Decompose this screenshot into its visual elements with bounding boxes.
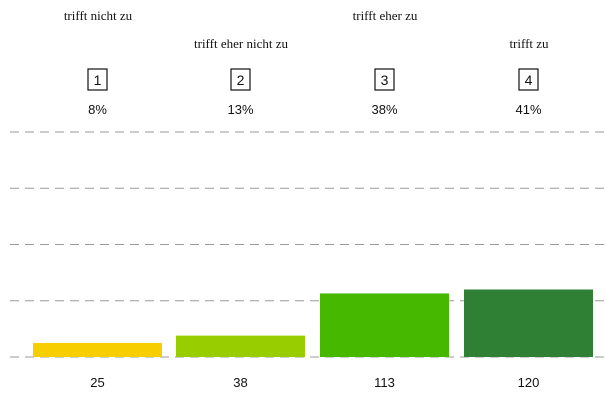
scale-label: trifft nicht zu xyxy=(64,8,133,23)
category-label: 2 xyxy=(237,72,245,88)
category-box: 2 xyxy=(230,68,251,91)
scale-label: trifft eher nicht zu xyxy=(194,36,288,51)
value-labels: 25 38 113 120 xyxy=(90,375,539,390)
bars xyxy=(33,289,593,357)
scale-label: trifft eher zu xyxy=(353,8,418,23)
value-label: 113 xyxy=(374,375,395,390)
category-label: 3 xyxy=(381,72,389,88)
scale-labels: trifft nicht zu trifft eher nicht zu triff… xyxy=(64,8,549,51)
percent-label: 8% xyxy=(88,102,107,117)
category-box: 3 xyxy=(374,68,395,91)
bar xyxy=(33,342,162,357)
percent-labels: 8% 13% 38% 41% xyxy=(88,102,542,117)
percent-label: 13% xyxy=(227,102,253,117)
value-label: 120 xyxy=(518,375,540,390)
bar xyxy=(320,293,449,357)
category-box: 4 xyxy=(518,68,539,91)
bar xyxy=(176,335,305,357)
percent-label: 38% xyxy=(371,102,397,117)
category-box: 1 xyxy=(87,68,108,91)
category-boxes: 1 2 3 4 xyxy=(87,68,539,91)
percent-label: 41% xyxy=(515,102,541,117)
scale-label: trifft zu xyxy=(509,36,549,51)
value-label: 25 xyxy=(90,375,104,390)
category-label: 4 xyxy=(525,72,533,88)
category-label: 1 xyxy=(94,72,102,88)
value-label: 38 xyxy=(233,375,247,390)
bar xyxy=(464,289,593,357)
